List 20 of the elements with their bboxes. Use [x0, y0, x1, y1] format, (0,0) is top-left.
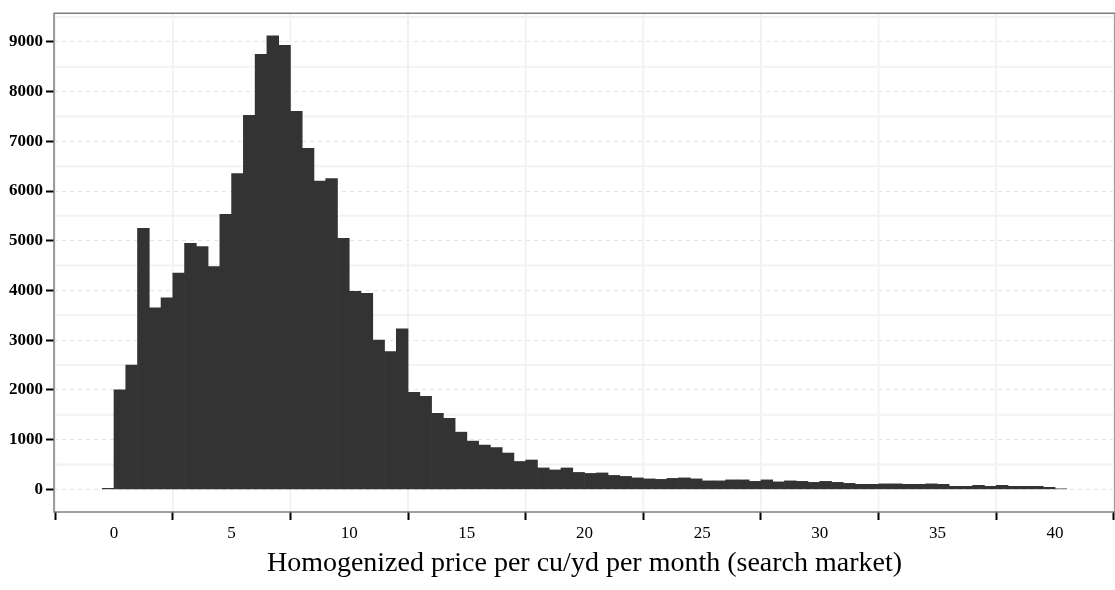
y-tick-label: 3000: [9, 329, 43, 349]
y-tick-label: 5000: [9, 230, 43, 250]
x-tick-label: 35: [928, 522, 946, 542]
y-tick-label: 1000: [9, 429, 43, 448]
x-tick-label: 30: [811, 522, 829, 542]
y-tick-label: 2000: [9, 379, 43, 399]
x-tick-label: 5: [227, 522, 236, 542]
x-tick-label: 40: [1046, 522, 1064, 542]
x-tick-label: 15: [458, 522, 476, 542]
y-tick-label: 9000: [9, 31, 43, 51]
x-tick-label: 10: [340, 522, 358, 542]
x-tick-label: 25: [693, 522, 711, 542]
x-tick-label: 20: [576, 522, 593, 542]
y-tick-label: 6000: [9, 180, 43, 200]
y-tick-label: 4000: [9, 279, 43, 299]
x-axis-title: Homogenized price per cu/yd per month (search market): [266, 545, 903, 577]
y-tick-label: 0: [34, 478, 43, 498]
x-tick-label: 0: [109, 522, 119, 542]
y-tick-label: 8000: [9, 80, 43, 100]
y-tick-label: 7000: [9, 130, 43, 150]
